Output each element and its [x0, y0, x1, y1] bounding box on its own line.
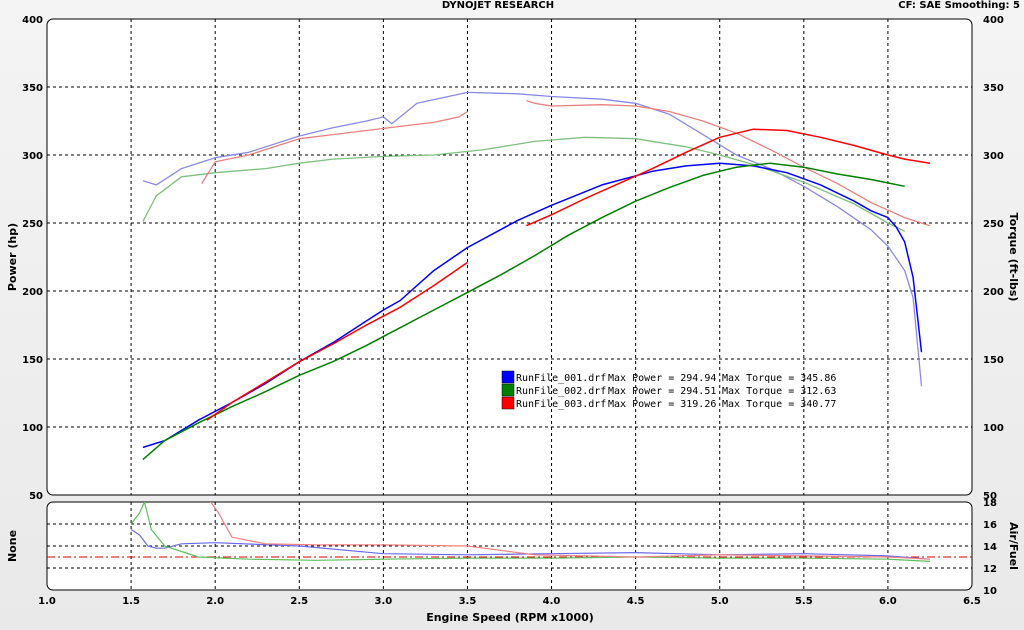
- y-tick-label-left: 250: [22, 219, 43, 230]
- lower-y-tick-label-right: 12: [983, 564, 997, 575]
- legend-swatch-run1: [501, 370, 515, 384]
- legend: RunFile_001.drf Max Power = 294.94 Max T…: [501, 370, 836, 410]
- power-series-line: [206, 261, 468, 421]
- torque-series-line: [142, 136, 905, 232]
- legend-run3-power: Max Power = 319.26: [608, 399, 716, 410]
- main-plot-area: [46, 18, 973, 496]
- lower-y-axis-label-right: Air/Fuel: [1007, 522, 1020, 570]
- y-tick-label-right: 200: [983, 287, 1004, 298]
- legend-run3-torque: Max Torque = 340.77: [722, 399, 836, 410]
- lower-y-tick-label-right: 10: [983, 586, 997, 597]
- legend-run2-power: Max Power = 294.51: [608, 386, 716, 397]
- y-tick-label-left: 100: [22, 423, 43, 434]
- y-axis-label-right: Torque (ft-lbs): [1007, 213, 1020, 302]
- lower-y-tick-label-right: 14: [983, 542, 997, 553]
- chart-settings: CF: SAE Smoothing: 5: [898, 0, 1020, 11]
- legend-run1-file: RunFile_001.drf: [516, 373, 606, 384]
- x-tick-label: 6.5: [963, 596, 981, 607]
- airfuel-series-line: [130, 502, 931, 562]
- legend-run1-torque: Max Torque = 345.86: [722, 373, 836, 384]
- x-tick-label: 5.0: [711, 596, 729, 607]
- grid-lines: [47, 19, 972, 590]
- torque-series-line: [142, 91, 923, 387]
- x-axis-label: Engine Speed (RPM x1000): [426, 611, 594, 624]
- lower-y-tick-label-right: 16: [983, 520, 997, 531]
- x-tick-label: 3.0: [375, 596, 393, 607]
- y-tick-label-right: 250: [983, 219, 1004, 230]
- series-layer: [47, 91, 972, 562]
- x-tick-label: 4.5: [627, 596, 645, 607]
- legend-run3-file: RunFile_003.drf: [516, 399, 606, 410]
- tick-labels: 1.0 1.5 2.0 2.5 3.0 3.5 4.0 4.5 5.0 5.5 6.0 6.5 50 50…: [22, 15, 1004, 607]
- torque-series-line: [201, 110, 468, 184]
- y-tick-label-right: 400: [983, 15, 1004, 26]
- x-tick-label: 2.5: [290, 596, 308, 607]
- x-tick-label: 2.0: [206, 596, 224, 607]
- y-tick-label-right: 50: [983, 491, 997, 502]
- lower-y-tick-label-right: 18: [983, 498, 997, 509]
- x-tick-label: 1.5: [122, 596, 140, 607]
- x-tick-label: 6.0: [879, 596, 897, 607]
- x-tick-label: 5.5: [795, 596, 813, 607]
- x-tick-label: 3.5: [459, 596, 477, 607]
- legend-swatch-run2: [501, 383, 515, 397]
- y-tick-label-right: 350: [983, 83, 1004, 94]
- power-series-line: [142, 162, 905, 461]
- x-tick-label: 4.0: [543, 596, 561, 607]
- airfuel-series-line: [130, 528, 931, 560]
- y-tick-label-left: 200: [22, 287, 43, 298]
- legend-swatch-run3: [501, 396, 515, 410]
- legend-run2-file: RunFile_002.drf: [516, 386, 606, 397]
- power-series-line: [526, 128, 931, 227]
- y-tick-label-right: 150: [983, 355, 1004, 366]
- y-tick-label-left: 150: [22, 355, 43, 366]
- x-tick-label: 1.0: [38, 596, 56, 607]
- legend-run2-torque: Max Torque = 312.63: [722, 386, 836, 397]
- legend-run1-power: Max Power = 294.94: [608, 373, 716, 384]
- y-tick-label-right: 300: [983, 151, 1004, 162]
- chart-title: DYNOJET RESEARCH: [442, 0, 554, 11]
- y-tick-label-right: 100: [983, 423, 1004, 434]
- y-axis-label-left: Power (hp): [6, 223, 19, 291]
- y-tick-label-left: 50: [29, 491, 43, 502]
- y-tick-label-left: 350: [22, 83, 43, 94]
- airfuel-series-line: [209, 502, 931, 560]
- torque-series-line: [526, 99, 931, 227]
- y-tick-label-left: 400: [22, 15, 43, 26]
- lower-y-axis-label-left: None: [6, 530, 19, 562]
- y-tick-label-left: 300: [22, 151, 43, 162]
